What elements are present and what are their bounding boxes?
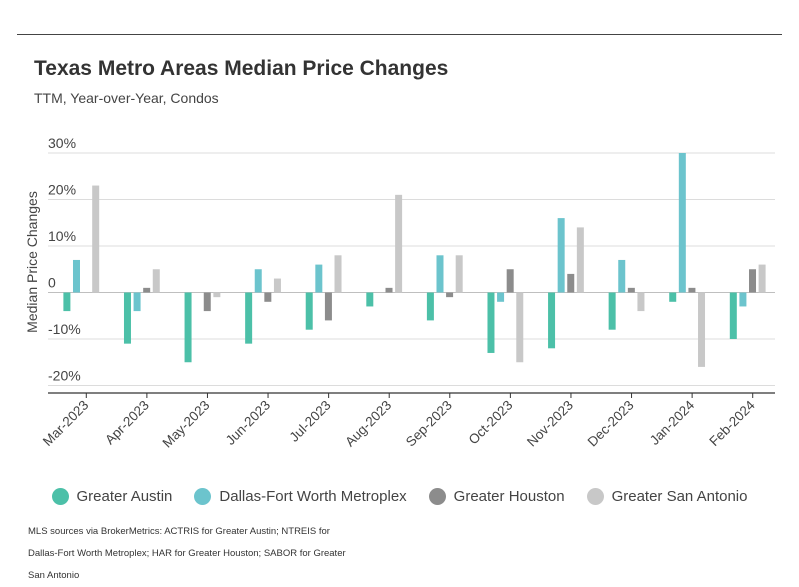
- chart-title: Texas Metro Areas Median Price Changes: [34, 57, 449, 80]
- bar-greater-austin: [548, 292, 556, 349]
- bar-greater-houston: [688, 287, 696, 293]
- x-tick-label: Feb-2024: [706, 397, 758, 449]
- bar-dallas-fort-worth-metroplex: [497, 292, 505, 302]
- legend-item: Greater Houston: [428, 488, 565, 505]
- y-tick-label: 20%: [48, 182, 76, 198]
- legend-item: Greater Austin: [51, 488, 173, 505]
- bar-greater-austin: [426, 292, 434, 321]
- x-tick-label: Apr-2023: [102, 398, 152, 448]
- bar-dallas-fort-worth-metroplex: [254, 269, 262, 293]
- x-tick-label: Aug-2023: [342, 398, 394, 450]
- bar-dallas-fort-worth-metroplex: [72, 259, 80, 293]
- bar-chart: 30% 20% 10% 0 -10% -20% Median Price Changes Ma…: [24, 135, 775, 451]
- bar-greater-austin: [245, 292, 253, 344]
- bar-greater-austin: [366, 292, 374, 307]
- bar-greater-austin: [123, 292, 131, 344]
- bar-dallas-fort-worth-metroplex: [133, 292, 141, 312]
- bar-greater-san-antonio: [152, 269, 160, 293]
- bar-greater-san-antonio: [455, 255, 463, 293]
- x-tick-label: Dec-2023: [585, 398, 637, 450]
- legend-label: Greater Austin: [76, 488, 173, 505]
- x-tick-label: Mar-2023: [40, 398, 91, 449]
- bar-greater-austin: [305, 292, 313, 330]
- x-tick-label: Jun-2023: [223, 398, 273, 448]
- y-tick-label: -20%: [48, 368, 81, 384]
- bar-greater-houston: [446, 292, 454, 298]
- bar-dallas-fort-worth-metroplex: [315, 264, 323, 293]
- bar-greater-houston: [567, 273, 575, 293]
- legend-item: Greater San Antonio: [586, 488, 748, 505]
- chart-subtitle: TTM, Year-over-Year, Condos: [34, 90, 219, 106]
- x-tick-label: May-2023: [160, 398, 213, 451]
- legend-swatch: [428, 488, 446, 505]
- x-tick-label: Jan-2024: [647, 397, 698, 448]
- bar-greater-san-antonio: [576, 227, 584, 293]
- bar-dallas-fort-worth-metroplex: [557, 218, 565, 293]
- bar-dallas-fort-worth-metroplex: [618, 259, 626, 293]
- bar-greater-san-antonio: [758, 264, 766, 293]
- legend-label: Dallas-Fort Worth Metroplex: [219, 488, 407, 505]
- legend-label: Greater San Antonio: [611, 488, 748, 505]
- y-tick-label: 0: [48, 275, 56, 291]
- bar-greater-houston: [143, 287, 151, 293]
- bar-dallas-fort-worth-metroplex: [436, 255, 444, 293]
- bar-greater-houston: [749, 269, 757, 293]
- x-tick-label: Jul-2023: [287, 398, 334, 445]
- bar-dallas-fort-worth-metroplex: [739, 292, 747, 307]
- bar-greater-austin: [608, 292, 616, 330]
- y-tick-label: -10%: [48, 321, 81, 337]
- legend-swatch: [586, 488, 604, 505]
- source-note: MLS sources via BrokerMetrics: ACTRIS fo…: [28, 526, 346, 581]
- y-tick-label: 10%: [48, 228, 76, 244]
- bar-greater-san-antonio: [698, 292, 706, 367]
- bar-greater-austin: [669, 292, 677, 302]
- bar-greater-san-antonio: [334, 255, 342, 293]
- bar-greater-austin: [487, 292, 495, 353]
- bar-greater-san-antonio: [516, 292, 524, 363]
- bar-greater-san-antonio: [395, 194, 403, 293]
- bar-greater-houston: [324, 292, 332, 321]
- bar-greater-san-antonio: [213, 292, 221, 298]
- y-axis-title: Median Price Changes: [24, 191, 40, 333]
- bar-greater-san-antonio: [92, 185, 100, 293]
- bar-greater-houston: [506, 269, 514, 293]
- bar-greater-austin: [729, 292, 737, 339]
- x-tick-label: Sep-2023: [403, 398, 455, 450]
- y-tick-label: 30%: [48, 135, 76, 151]
- bar-dallas-fort-worth-metroplex: [678, 153, 686, 293]
- chart-card: [17, 34, 782, 565]
- x-tick-label: Oct-2023: [466, 398, 516, 448]
- legend-swatch: [51, 488, 69, 505]
- legend-item: Dallas-Fort Worth Metroplex: [194, 488, 407, 505]
- bar-greater-austin: [184, 292, 192, 363]
- bar-greater-san-antonio: [273, 278, 281, 293]
- bar-greater-houston: [627, 287, 635, 293]
- bar-greater-houston: [264, 292, 272, 302]
- x-tick-label: Nov-2023: [524, 398, 576, 450]
- bar-greater-houston: [385, 287, 393, 293]
- legend-swatch: [194, 488, 212, 505]
- chart-legend: Greater Austin Dallas-Fort Worth Metrople…: [0, 488, 799, 505]
- legend-label: Greater Houston: [453, 488, 565, 505]
- bar-greater-san-antonio: [637, 292, 645, 312]
- bar-greater-austin: [63, 292, 71, 312]
- bar-greater-houston: [203, 292, 211, 312]
